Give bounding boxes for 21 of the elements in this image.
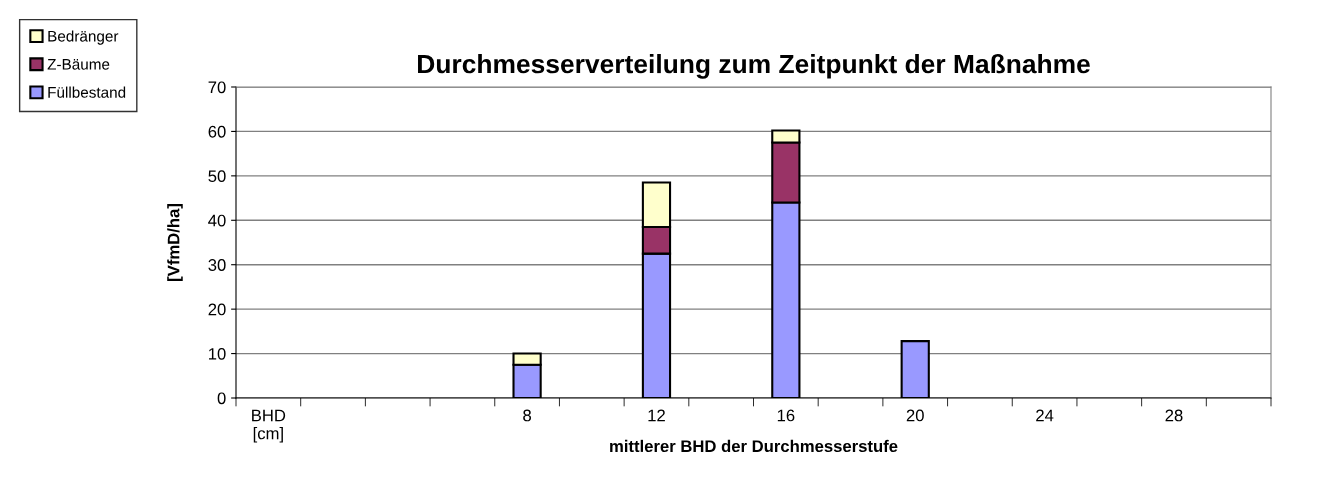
x-tick-label: 24	[1036, 409, 1054, 422]
chart-title: Durchmesserverteilung zum Zeitpunkt der Maßnahme	[418, 53, 1090, 79]
y-tick-label: 70	[208, 81, 226, 94]
y-tick-label: 10	[209, 347, 226, 360]
y-tick-label: 40	[208, 214, 226, 227]
x-tick-label: 28	[1165, 409, 1183, 422]
x-tick-label: 8	[523, 409, 531, 422]
y-tick-label: 50	[208, 170, 226, 183]
legend-label: Bedränger	[48, 30, 119, 45]
x-tick-label: BHD [cm]	[252, 409, 286, 443]
y-axis-title: [VfmD/ha]	[167, 204, 183, 281]
x-tick-label: 20	[906, 409, 924, 422]
y-tick-label: 20	[208, 303, 226, 316]
x-tick-label: 12	[648, 409, 665, 422]
y-tick-label: 30	[208, 259, 226, 271]
x-tick-label: 16	[777, 409, 795, 422]
y-tick-label: 0	[217, 392, 226, 405]
legend-label: Füllbestand	[48, 86, 126, 98]
y-tick-label: 60	[208, 125, 226, 138]
x-axis-title: mittlerer BHD der Durchmesserstufe	[610, 439, 898, 453]
legend-label: Z-Bäume	[47, 59, 110, 70]
